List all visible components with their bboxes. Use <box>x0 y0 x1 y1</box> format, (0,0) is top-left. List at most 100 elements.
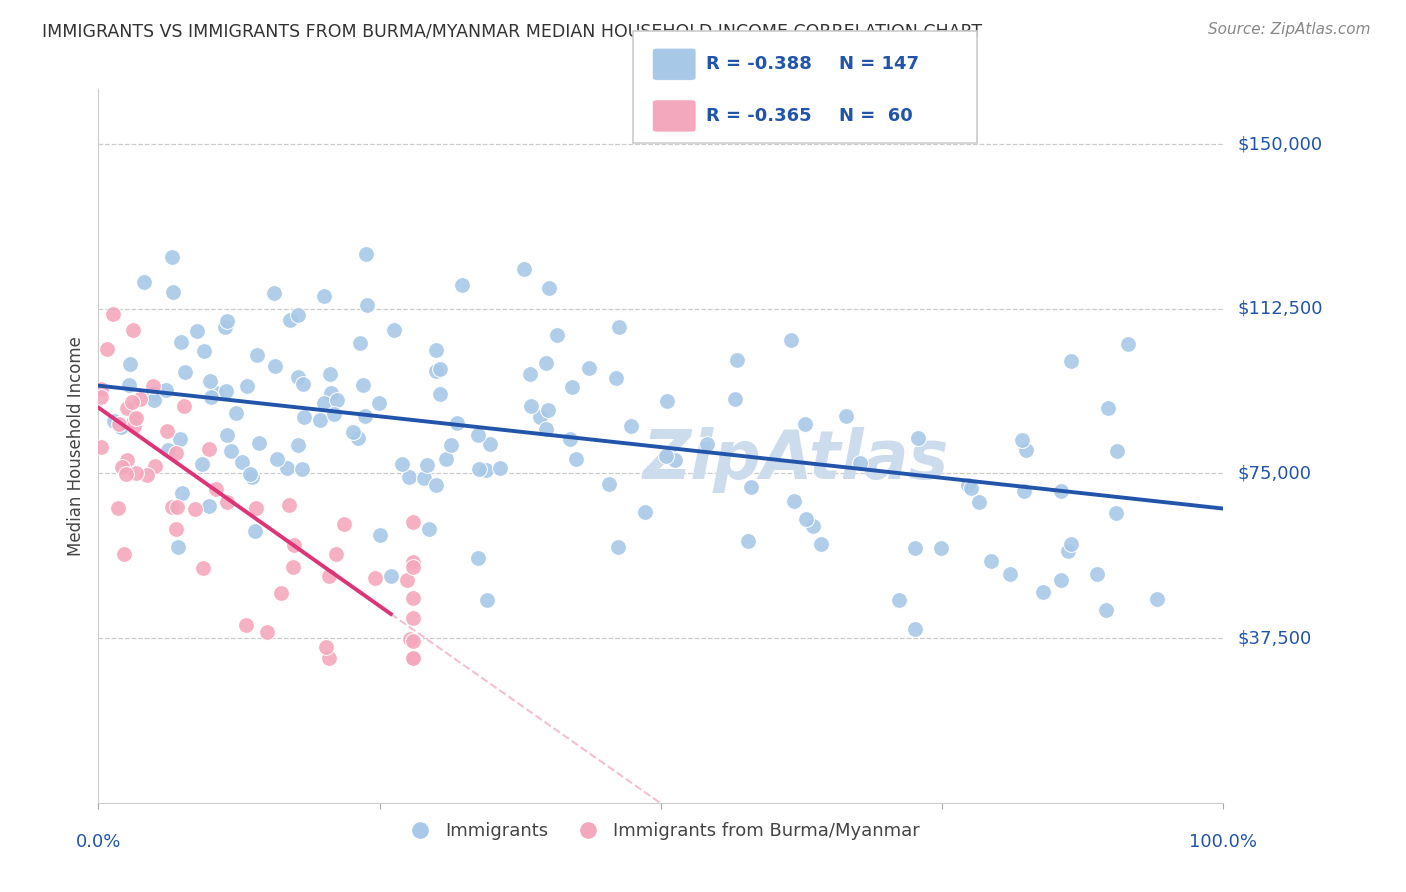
Point <box>402 591 425 605</box>
Point <box>225 406 247 420</box>
Point <box>321 385 343 400</box>
Point <box>929 541 952 555</box>
Point <box>402 651 425 665</box>
Point <box>247 435 270 450</box>
Point <box>191 561 214 575</box>
Point <box>292 376 315 391</box>
Point <box>184 501 207 516</box>
Point <box>474 463 496 477</box>
Point <box>519 367 541 381</box>
Point <box>315 640 337 654</box>
Point <box>367 395 389 409</box>
Point <box>1105 444 1128 458</box>
Point <box>450 278 472 293</box>
Point <box>103 307 125 321</box>
Point <box>276 461 298 475</box>
Point <box>323 407 346 421</box>
Text: $150,000: $150,000 <box>1237 135 1322 153</box>
Point <box>425 364 447 378</box>
Text: N =  60: N = 60 <box>839 107 912 125</box>
Point <box>122 323 145 337</box>
Point <box>332 516 354 531</box>
Point <box>477 593 499 607</box>
Point <box>160 500 183 515</box>
Point <box>418 522 440 536</box>
Point <box>173 399 195 413</box>
Point <box>169 433 191 447</box>
Point <box>957 478 980 492</box>
Point <box>96 342 118 356</box>
Point <box>1011 433 1033 447</box>
Point <box>349 336 371 351</box>
Point <box>318 651 340 665</box>
Point <box>172 486 194 500</box>
Point <box>903 622 925 636</box>
Point <box>243 524 266 538</box>
Point <box>198 374 221 388</box>
Text: IMMIGRANTS VS IMMIGRANTS FROM BURMA/MYANMAR MEDIAN HOUSEHOLD INCOME CORRELATION : IMMIGRANTS VS IMMIGRANTS FROM BURMA/MYAN… <box>42 22 983 40</box>
Point <box>402 555 425 569</box>
Point <box>391 457 413 471</box>
Point <box>467 428 489 442</box>
Legend: Immigrants, Immigrants from Burma/Myanmar: Immigrants, Immigrants from Burma/Myanma… <box>395 815 927 847</box>
Point <box>794 417 817 432</box>
Point <box>166 500 188 515</box>
Point <box>534 422 557 436</box>
Point <box>1146 591 1168 606</box>
Point <box>835 409 858 424</box>
Point <box>849 456 872 470</box>
Text: $75,000: $75,000 <box>1237 465 1312 483</box>
Point <box>1060 537 1083 551</box>
Point <box>112 547 135 561</box>
Point <box>125 466 148 480</box>
Point <box>887 593 910 607</box>
Point <box>655 393 678 408</box>
Point <box>725 353 748 368</box>
Point <box>724 392 747 406</box>
Point <box>402 651 425 665</box>
Point <box>191 457 214 471</box>
Point <box>132 275 155 289</box>
Point <box>347 431 370 445</box>
Point <box>398 632 420 646</box>
Point <box>256 624 278 639</box>
Point <box>103 414 125 428</box>
Point <box>1015 443 1038 458</box>
Point <box>810 537 832 551</box>
Point <box>121 395 143 409</box>
Point <box>118 378 141 392</box>
Point <box>1095 603 1118 617</box>
Point <box>122 412 145 426</box>
Point <box>605 371 627 385</box>
Point <box>231 455 253 469</box>
Point <box>342 425 364 439</box>
Point <box>398 470 420 484</box>
Point <box>108 417 131 432</box>
Point <box>402 651 425 665</box>
Text: N = 147: N = 147 <box>839 55 920 73</box>
Text: ZipAtlas: ZipAtlas <box>643 427 949 493</box>
Point <box>402 651 425 665</box>
Point <box>111 460 134 475</box>
Point <box>1012 484 1035 499</box>
Point <box>620 418 643 433</box>
Point <box>90 390 112 404</box>
Point <box>142 379 165 393</box>
Point <box>558 432 581 446</box>
Point <box>429 362 451 376</box>
Point <box>740 480 762 494</box>
Point <box>780 333 803 347</box>
Point <box>380 569 402 583</box>
Point <box>128 392 150 406</box>
Point <box>143 459 166 474</box>
Point <box>607 319 630 334</box>
Point <box>402 634 425 648</box>
Point <box>578 360 600 375</box>
Point <box>325 547 347 561</box>
Point <box>434 451 457 466</box>
Point <box>440 438 463 452</box>
Point <box>425 343 447 357</box>
Point <box>246 348 269 362</box>
Point <box>536 403 558 417</box>
Point <box>967 495 990 509</box>
